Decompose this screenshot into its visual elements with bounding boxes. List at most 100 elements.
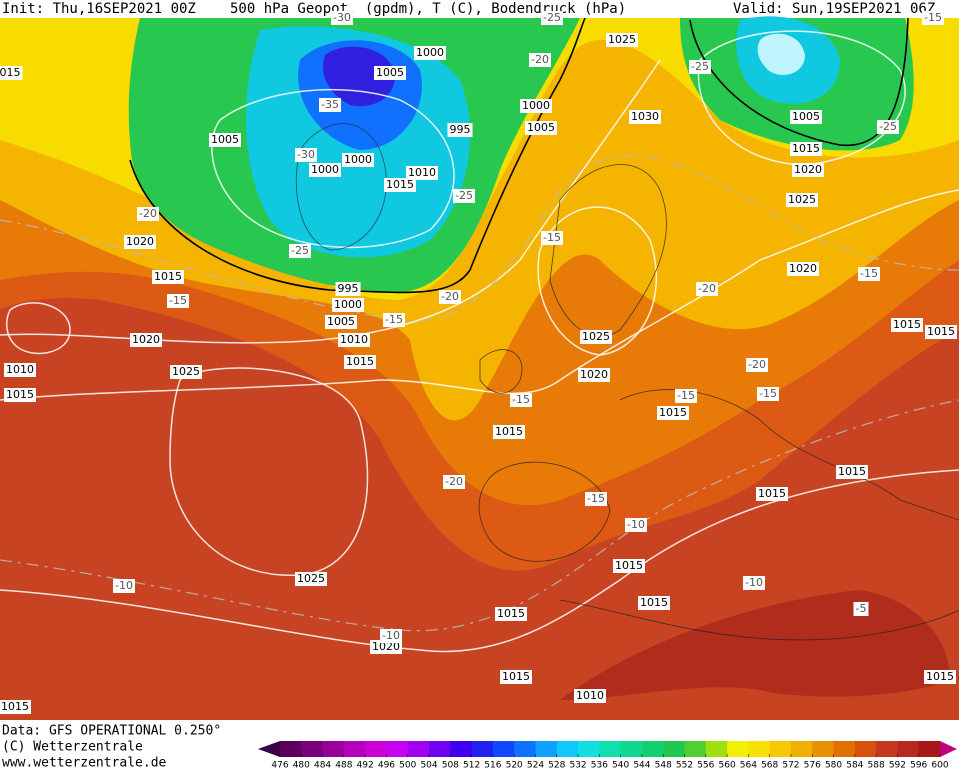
isobar-label-box [574,689,606,703]
temperature-label-box [510,393,532,407]
isobar-label-group: 1015 [657,406,689,420]
isobar-label: 1015 [497,607,525,620]
colorbar-tick-label: 492 [357,761,374,771]
temperature-label: -15 [512,393,530,406]
isobar-label: 1015 [502,670,530,683]
colorbar-tick-label: 584 [846,761,863,771]
isobar-label: 1015 [1,700,29,713]
isobar-label-box [414,46,446,60]
temperature-label-box [853,602,869,616]
isobar-label-box [384,178,416,192]
isobar-label-group: 1015 [493,425,525,439]
colorbar-bin [578,741,600,757]
colorbar-tick-label: 600 [931,761,948,771]
isobar-label: 1005 [792,110,820,123]
isobar-label-box [170,365,202,379]
isobar-label-box [335,282,361,296]
temperature-label-box [585,492,607,506]
isobar-label-group: 1005 [325,315,357,329]
isobar-label-box [338,333,370,347]
colorbar-bin [407,741,430,757]
isobar-line [537,206,658,356]
isobar-label-box [209,133,241,147]
isobar-label-group: 1015 [756,487,788,501]
temperature-label-box [380,629,402,643]
temperature-label: -15 [587,492,605,505]
isobar-label-group: 1025 [606,33,638,47]
isobar-label-group: 1000 [332,298,364,312]
colorbar-tick-label: 508 [442,761,459,771]
temperature-label-group: -25 [689,60,711,74]
colorbar-bin [812,741,835,757]
isobar-label-group: 1015 [344,355,376,369]
isobar-label-box [580,330,612,344]
isobar-label-box [520,99,552,113]
isobar-label-group: 1000 [520,99,552,113]
isobar-label-box [924,670,956,684]
isobar-label-box [657,406,689,420]
isobar-label: 995 [450,123,471,136]
colorbar-bin [429,741,451,757]
isobar-label: 1025 [172,365,200,378]
colorbar-bin [620,741,643,757]
isobar-label-group: 1020 [578,368,610,382]
isobar-label: 1005 [527,121,555,134]
temperature-label-group: -20 [696,282,718,296]
colorbar-tick-label: 568 [761,761,778,771]
temperature-label: -35 [321,98,339,111]
colorbar-bin [684,741,707,757]
website: www.wetterzentrale.de [2,756,167,771]
isobar-label-box [756,487,788,501]
isobar-label-box [925,325,957,339]
isotherm-line [0,399,959,632]
temperature-label-group: -10 [743,576,765,590]
isobar-label-group: 1020 [130,333,162,347]
temperature-label-box [746,358,768,372]
colorbar-bin [769,741,792,757]
temperature-label-box [858,267,880,281]
colorbar-tick-label: 540 [612,761,629,771]
temperature-label-box [675,389,697,403]
coastline [478,164,959,641]
isobar-label-group: 1015 [925,325,957,339]
isobar-label-group: 1015 [0,700,31,714]
temperature-label-group: -25 [877,120,899,134]
temperature-label-box [541,11,563,25]
colorbar-tick-label: 528 [548,761,565,771]
temperature-label-group: -30 [331,11,353,25]
isobar-line [0,189,959,401]
colorbar-bin [727,741,749,757]
isobar-label-group: 015 [0,66,23,80]
isobar-label-group: 1000 [414,46,446,60]
isobar-label: 1020 [372,640,400,653]
colorbar-tick-label: 476 [271,761,288,771]
isobar-label: 1015 [927,325,955,338]
isobar-label-group: 1020 [124,235,156,249]
colorbar-tick-label: 504 [420,761,437,771]
temperature-label-group: -20 [137,207,159,221]
colorbar-tick-label: 488 [335,761,352,771]
isobar-label-group: 1015 [4,388,36,402]
colorbar-tick-label: 576 [804,761,821,771]
isobar-label-group: 1000 [309,163,341,177]
temperature-label-box [137,207,159,221]
temperature-label: -15 [385,313,403,326]
temperature-label: -30 [297,148,315,161]
isobar-label-box [309,163,341,177]
isobar-line [211,88,455,249]
colorbar-tick-label: 544 [633,761,650,771]
colorbar-bin [833,741,856,757]
temperature-label-group: -25 [289,244,311,258]
isobar-label-box [0,700,31,714]
isobar-label-box [495,607,527,621]
isobar-label: 1005 [211,133,239,146]
temperature-label: -25 [291,244,309,257]
isobar-label-box [374,66,406,80]
isobar-label-group: 995 [335,282,361,296]
map-title: 500 hPa Geopot. (gpdm), T (C), Bodendruc… [230,1,626,17]
temperature-label-box [757,387,779,401]
isobar-label: 1025 [788,193,816,206]
temperature-label-box [289,244,311,258]
temperature-label-group: -15 [858,267,880,281]
